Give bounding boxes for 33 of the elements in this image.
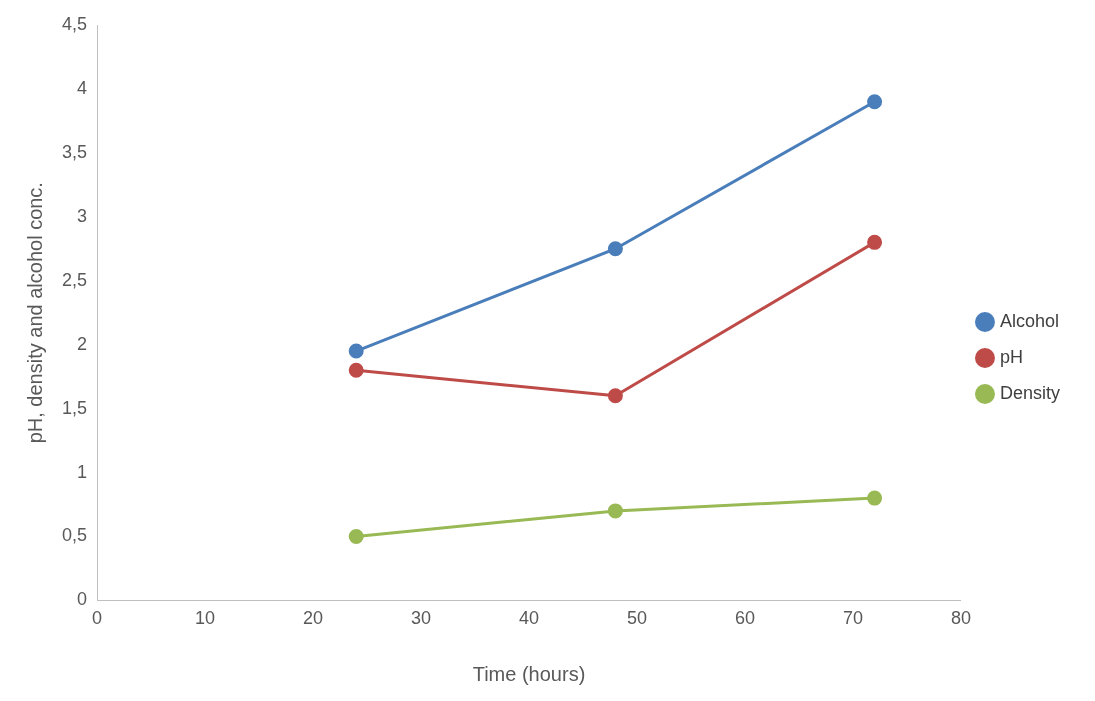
x-axis-title: Time (hours) xyxy=(472,662,586,685)
y-tick-label: 0 xyxy=(77,589,88,610)
x-tick-label: 60 xyxy=(734,608,756,629)
x-tick-label: 80 xyxy=(950,608,971,629)
point xyxy=(348,528,364,544)
legend-label: Density xyxy=(999,382,1061,403)
y-tick-label: 0,5 xyxy=(61,525,88,546)
point xyxy=(348,362,364,378)
y-tick-label: 2 xyxy=(77,333,88,354)
point xyxy=(348,343,364,359)
x-tick-label: 30 xyxy=(410,608,432,629)
y-tick-label: 3,5 xyxy=(61,141,88,162)
x-tick-label: 50 xyxy=(626,608,648,629)
point xyxy=(607,241,623,257)
point xyxy=(867,490,883,506)
point xyxy=(867,94,883,110)
y-axis-title: pH, density and alcohol conc. xyxy=(23,182,46,444)
y-tick-label: 4 xyxy=(77,77,88,98)
x-tick-label: 20 xyxy=(303,608,324,629)
legend-label: pH xyxy=(999,346,1023,367)
y-tick-label: 1,5 xyxy=(61,397,88,418)
point xyxy=(867,234,883,250)
point xyxy=(607,503,623,519)
x-tick-label: 0 xyxy=(92,608,103,629)
point xyxy=(607,388,623,404)
x-tick-label: 40 xyxy=(518,608,540,629)
y-tick-label: 2,5 xyxy=(61,269,88,290)
y-tick-label: 1 xyxy=(77,461,88,482)
x-tick-label: 70 xyxy=(842,608,863,629)
y-tick-label: 4,5 xyxy=(61,13,88,34)
x-tick-label: 10 xyxy=(195,608,216,629)
legend-label: Alcohol xyxy=(999,310,1060,331)
y-tick-label: 3 xyxy=(77,205,88,226)
